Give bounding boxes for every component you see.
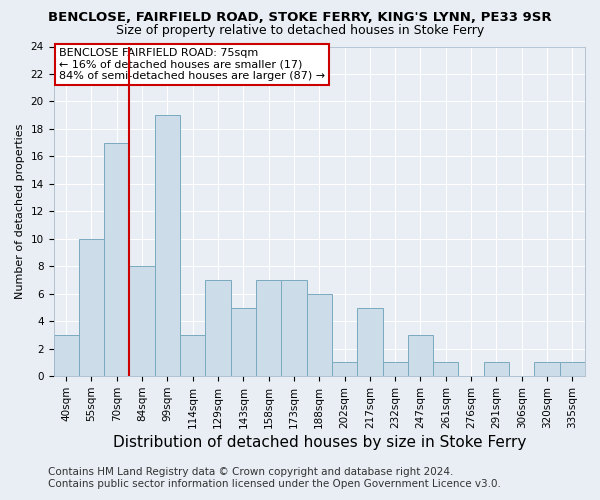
Bar [53,335,79,376]
Text: BENCLOSE, FAIRFIELD ROAD, STOKE FERRY, KING'S LYNN, PE33 9SR: BENCLOSE, FAIRFIELD ROAD, STOKE FERRY, K… [48,11,552,24]
Bar [357,308,383,376]
Bar [155,115,180,376]
Bar [307,294,332,376]
Bar [230,308,256,376]
Bar [104,142,130,376]
Bar [383,362,408,376]
Bar [130,266,155,376]
Bar [332,362,357,376]
Bar [205,280,230,376]
Bar [484,362,509,376]
Bar [180,335,205,376]
Text: BENCLOSE FAIRFIELD ROAD: 75sqm
← 16% of detached houses are smaller (17)
84% of : BENCLOSE FAIRFIELD ROAD: 75sqm ← 16% of … [59,48,325,82]
Bar [281,280,307,376]
Bar [79,239,104,376]
Text: Size of property relative to detached houses in Stoke Ferry: Size of property relative to detached ho… [116,24,484,37]
Bar [560,362,585,376]
Bar [408,335,433,376]
Y-axis label: Number of detached properties: Number of detached properties [15,124,25,299]
Bar [535,362,560,376]
X-axis label: Distribution of detached houses by size in Stoke Ferry: Distribution of detached houses by size … [113,435,526,450]
Bar [433,362,458,376]
Text: Contains HM Land Registry data © Crown copyright and database right 2024.
Contai: Contains HM Land Registry data © Crown c… [48,468,501,489]
Bar [256,280,281,376]
